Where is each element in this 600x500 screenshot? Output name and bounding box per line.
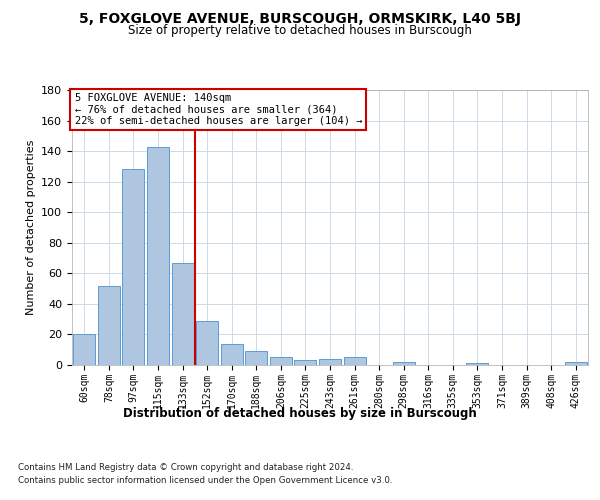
Text: Distribution of detached houses by size in Burscough: Distribution of detached houses by size … [123,408,477,420]
Bar [172,262,194,365]
Bar [122,170,145,365]
Text: Contains public sector information licensed under the Open Government Licence v3: Contains public sector information licen… [18,476,392,485]
Bar [344,358,365,365]
Bar [98,286,120,365]
Bar [466,364,488,365]
Bar [73,334,95,365]
Bar [221,344,243,365]
Bar [319,359,341,365]
Bar [392,362,415,365]
Bar [295,360,316,365]
Bar [565,362,587,365]
Text: 5 FOXGLOVE AVENUE: 140sqm
← 76% of detached houses are smaller (364)
22% of semi: 5 FOXGLOVE AVENUE: 140sqm ← 76% of detac… [74,92,362,126]
Text: 5, FOXGLOVE AVENUE, BURSCOUGH, ORMSKIRK, L40 5BJ: 5, FOXGLOVE AVENUE, BURSCOUGH, ORMSKIRK,… [79,12,521,26]
Text: Size of property relative to detached houses in Burscough: Size of property relative to detached ho… [128,24,472,37]
Bar [147,146,169,365]
Bar [270,358,292,365]
Bar [245,351,268,365]
Bar [196,320,218,365]
Y-axis label: Number of detached properties: Number of detached properties [26,140,35,315]
Text: Contains HM Land Registry data © Crown copyright and database right 2024.: Contains HM Land Registry data © Crown c… [18,462,353,471]
